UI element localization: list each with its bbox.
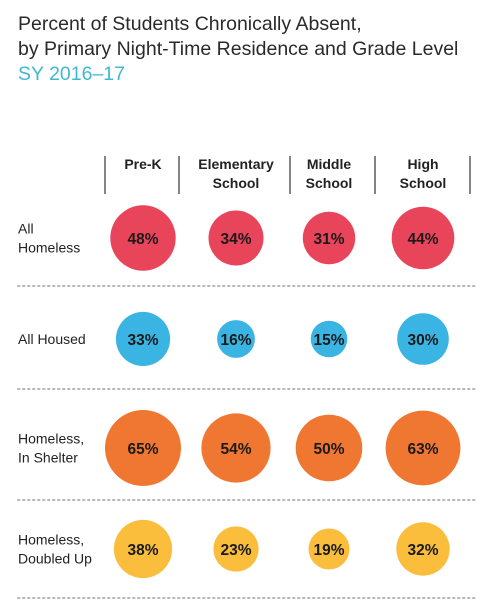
chart-title-line-2: by Primary Night-Time Residence and Grad… bbox=[18, 38, 459, 60]
bubble bbox=[310, 320, 348, 358]
bubble bbox=[302, 211, 356, 265]
bubble bbox=[308, 528, 350, 570]
column-header-label: School bbox=[400, 175, 447, 191]
row-label: All bbox=[18, 221, 34, 237]
bubble bbox=[295, 414, 363, 482]
bubble bbox=[397, 313, 449, 365]
bubble-value-label: 16% bbox=[220, 332, 251, 349]
bubble-value-label: 34% bbox=[220, 231, 251, 248]
bubble-value-label: 23% bbox=[220, 542, 251, 559]
bubble-value-label: 15% bbox=[313, 332, 344, 349]
bubble-value-label: 19% bbox=[313, 542, 344, 559]
chart-title-block: Percent of Students Chronically Absent, … bbox=[18, 12, 488, 87]
column-header-label: Elementary bbox=[198, 156, 274, 172]
column-header-label: Middle bbox=[307, 156, 352, 172]
row-label: Homeless, bbox=[18, 431, 84, 447]
bubble bbox=[201, 413, 271, 483]
bubble-value-label: 54% bbox=[220, 441, 251, 458]
row-label: Homeless, bbox=[18, 532, 84, 548]
column-header-label: School bbox=[213, 175, 260, 191]
row-label: Doubled Up bbox=[18, 551, 92, 567]
bubble bbox=[391, 206, 455, 270]
bubble-value-label: 50% bbox=[313, 441, 344, 458]
bubble bbox=[115, 311, 171, 367]
bubble-value-label: 65% bbox=[127, 441, 158, 458]
column-header-label: School bbox=[306, 175, 353, 191]
bubble-value-label: 63% bbox=[407, 441, 438, 458]
bubble-value-label: 44% bbox=[407, 231, 438, 248]
bubble bbox=[213, 526, 259, 572]
row-label: Homeless bbox=[18, 240, 80, 256]
chart-title-line-1: Percent of Students Chronically Absent, bbox=[18, 13, 362, 35]
bubble bbox=[217, 320, 255, 358]
bubble-value-label: 33% bbox=[127, 332, 158, 349]
bubble-value-label: 32% bbox=[407, 542, 438, 559]
bubble bbox=[396, 522, 450, 576]
bubble bbox=[208, 210, 264, 266]
bubble bbox=[110, 205, 176, 271]
bubble-value-label: 30% bbox=[407, 332, 438, 349]
row-label: All Housed bbox=[18, 331, 86, 347]
bubble bbox=[385, 410, 461, 486]
chart-subtitle: SY 2016–17 bbox=[18, 63, 125, 85]
column-header-label: Pre-K bbox=[124, 156, 161, 172]
column-header-label: High bbox=[407, 156, 438, 172]
bubble-value-label: 38% bbox=[127, 542, 158, 559]
bubble bbox=[113, 519, 173, 579]
bubble bbox=[105, 410, 181, 486]
row-label: In Shelter bbox=[18, 450, 78, 466]
bubble-value-label: 48% bbox=[127, 231, 158, 248]
bubble-value-label: 31% bbox=[313, 231, 344, 248]
